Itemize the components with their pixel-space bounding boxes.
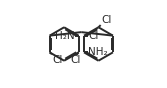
Text: Cl: Cl: [101, 15, 112, 25]
Text: NH₂: NH₂: [88, 47, 108, 57]
Text: Cl: Cl: [52, 55, 63, 65]
Text: Cl: Cl: [71, 55, 81, 65]
Text: H₂N: H₂N: [55, 31, 75, 41]
Text: Cl: Cl: [88, 31, 98, 41]
